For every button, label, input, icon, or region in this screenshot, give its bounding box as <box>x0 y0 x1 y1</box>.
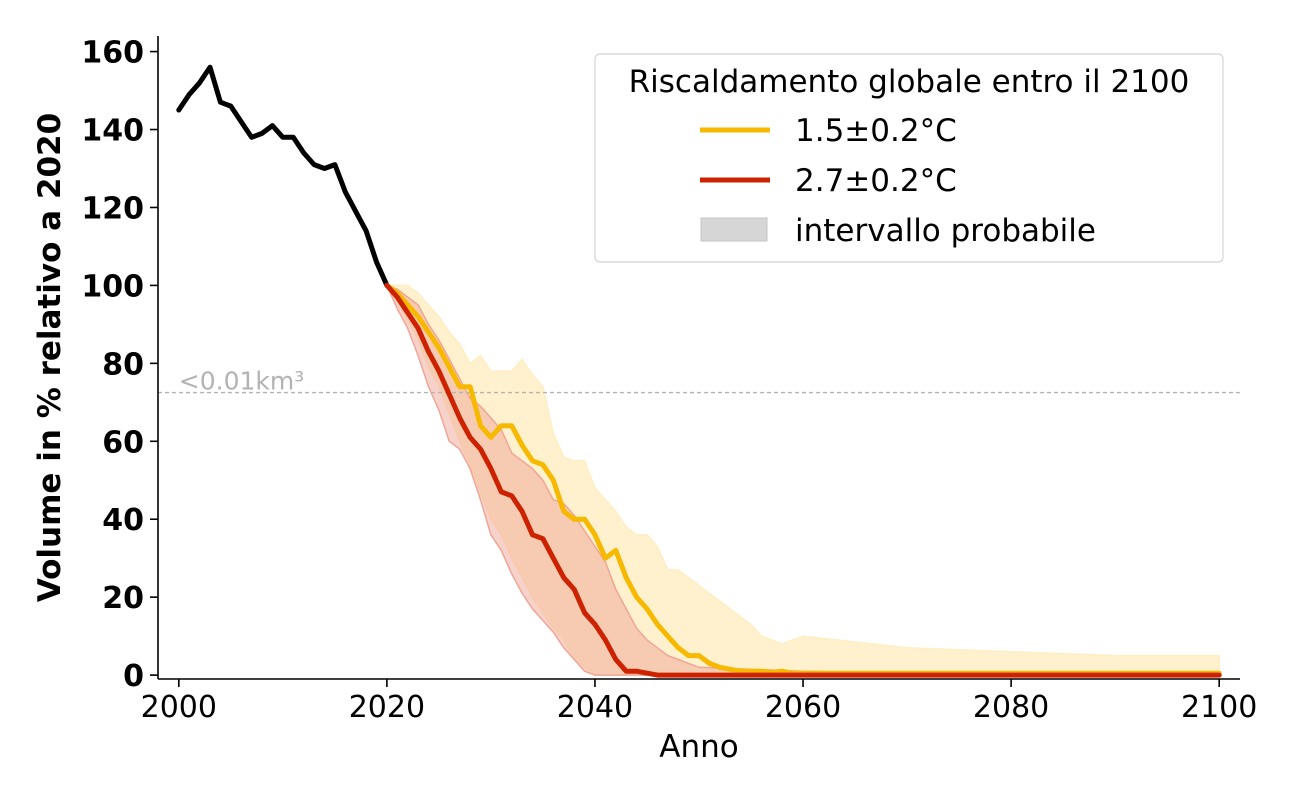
band-2-7 <box>385 284 1220 676</box>
y-tick-label: 80 <box>102 347 144 382</box>
x-tick-label: 2040 <box>557 690 633 725</box>
x-tick-label: 2020 <box>349 690 425 725</box>
legend-label-range: intervallo probabile <box>795 213 1096 249</box>
y-axis-label: Volume in % relativo a 2020 <box>32 113 68 602</box>
line-1-5 <box>384 282 1222 676</box>
y-tick-label: 120 <box>81 191 144 226</box>
x-tick-label: 2080 <box>973 690 1049 725</box>
y-tick-label: 160 <box>81 36 144 71</box>
x-tick-label: 2060 <box>765 690 841 725</box>
legend-label-1-5: 1.5±0.2°C <box>795 113 957 149</box>
uncertainty-bands <box>385 284 1220 676</box>
legend: Riscaldamento globale entro il 2100 1.5±… <box>594 53 1224 263</box>
x-axis-label: Anno <box>659 729 738 765</box>
y-tick-label: 140 <box>81 114 144 149</box>
series-lines <box>176 64 1222 678</box>
y-tick-label: 100 <box>81 269 144 304</box>
y-tick-label: 60 <box>102 425 144 460</box>
y-tick-label: 40 <box>102 503 144 538</box>
x-axis-ticks: 2000 2020 2040 2060 2080 2100 <box>141 679 1257 725</box>
legend-title: Riscaldamento globale entro il 2100 <box>629 64 1190 100</box>
y-tick-label: 20 <box>102 581 144 616</box>
x-tick-label: 2000 <box>141 690 217 725</box>
line-historical <box>176 64 390 288</box>
legend-swatch-range <box>700 217 768 242</box>
legend-label-2-7: 2.7±0.2°C <box>795 163 957 199</box>
threshold-label: <0.01km³ <box>179 367 304 396</box>
legend-box <box>594 53 1224 263</box>
line-2-7 <box>384 282 1222 678</box>
y-axis-ticks: 0 20 40 60 80 100 120 140 160 <box>81 36 158 694</box>
y-tick-label: 0 <box>123 659 144 694</box>
x-tick-label: 2100 <box>1181 690 1257 725</box>
